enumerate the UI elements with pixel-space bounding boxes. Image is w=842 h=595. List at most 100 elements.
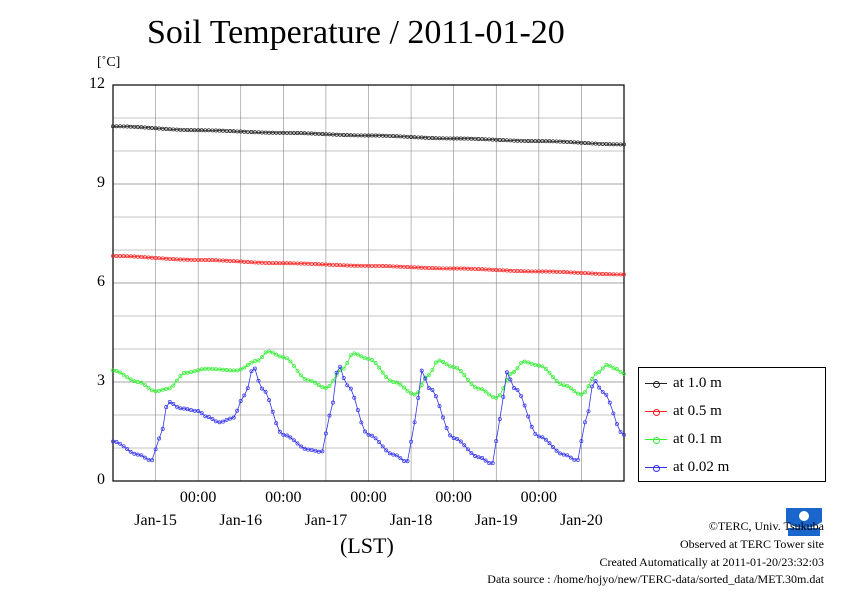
series-point-1 [448, 266, 453, 271]
series-point-0 [295, 131, 300, 135]
series-point-2 [444, 362, 449, 367]
series-point-3 [462, 443, 467, 448]
series-point-1 [412, 265, 417, 270]
series-point-2 [256, 358, 261, 363]
series-point-1 [433, 266, 438, 271]
series-point-2 [483, 389, 488, 394]
series-point-2 [437, 358, 442, 363]
series-point-2 [526, 360, 531, 365]
series-point-3 [164, 405, 169, 410]
series-point-2 [213, 367, 218, 372]
series-point-0 [171, 127, 176, 132]
series-point-2 [260, 355, 264, 360]
series-point-2 [583, 390, 587, 395]
y-tick-label: 9 [97, 174, 105, 191]
series-point-3 [249, 369, 254, 374]
series-point-3 [423, 376, 428, 381]
series-point-2 [313, 380, 318, 385]
series-point-2 [515, 366, 520, 371]
series-point-2 [416, 390, 421, 395]
series-point-2 [497, 393, 502, 398]
series-point-2 [242, 365, 247, 370]
terc-logo-icon [783, 504, 825, 538]
series-point-1 [135, 254, 140, 259]
series-point-2 [597, 370, 602, 374]
series-point-3 [217, 420, 222, 425]
series-point-0 [433, 136, 438, 141]
series-point-3 [405, 459, 410, 464]
series-point-2 [252, 359, 257, 363]
series-point-0 [586, 141, 591, 146]
series-point-2 [323, 385, 328, 390]
series-point-1 [551, 269, 555, 274]
series-point-2 [409, 391, 414, 396]
series-point-2 [235, 368, 240, 373]
series-point-3 [547, 441, 552, 446]
series-point-2 [366, 356, 371, 361]
series-point-2 [458, 369, 463, 373]
series-point-2 [487, 392, 492, 397]
series-point-2 [384, 375, 389, 380]
series-point-0 [260, 130, 264, 135]
series-point-3 [182, 406, 186, 411]
series-point-3 [448, 433, 453, 438]
series-point-3 [394, 453, 399, 458]
series-point-0 [252, 130, 257, 135]
series-point-0 [288, 130, 293, 135]
series-point-2 [462, 373, 467, 378]
series-point-2 [469, 382, 474, 386]
series-point-3 [224, 417, 229, 422]
series-point-3 [377, 440, 382, 445]
series-point-3 [348, 386, 353, 391]
series-point-2 [476, 386, 481, 391]
series-point-1 [398, 264, 403, 269]
series-point-2 [174, 378, 179, 383]
series-point-2 [561, 383, 566, 388]
series-point-2 [196, 368, 201, 373]
series-point-0 [391, 134, 396, 139]
series-point-3 [519, 393, 524, 398]
series-point-0 [565, 139, 570, 144]
series-point-3 [618, 429, 623, 434]
series-point-0 [206, 128, 211, 133]
series-point-1 [522, 269, 527, 274]
series-line-1 [112, 255, 624, 275]
series-point-1 [543, 269, 548, 274]
series-point-2 [448, 364, 453, 369]
series-point-1 [238, 259, 243, 264]
series-point-3 [135, 452, 140, 457]
source-text: Data source : /home/hojyo/new/TERC-data/… [487, 572, 824, 586]
series-point-3 [345, 383, 350, 388]
series-point-0 [377, 133, 382, 138]
x-time-tick-label: 00:00 [435, 489, 472, 506]
series-point-0 [359, 133, 364, 138]
series-point-1 [600, 272, 605, 276]
series-point-2 [288, 359, 293, 364]
series-point-3 [132, 451, 137, 456]
series-point-2 [558, 382, 563, 386]
legend-item-01m: at 0.1 m [645, 429, 722, 449]
legend-item-1m: at 1.0 m [645, 373, 722, 393]
series-point-3 [586, 409, 591, 414]
series-point-3 [334, 370, 339, 375]
legend-marker-01m [645, 436, 667, 444]
x-date-tick-label: Jan-19 [474, 512, 518, 529]
series-point-2 [508, 371, 513, 376]
series-point-2 [355, 352, 360, 357]
series-point-0 [199, 128, 204, 133]
series-point-3 [444, 426, 449, 430]
series-point-3 [579, 439, 584, 444]
series-point-1 [121, 254, 126, 259]
series-point-3 [277, 429, 282, 434]
series-point-3 [157, 436, 162, 441]
series-point-3 [593, 379, 598, 384]
series-point-1 [572, 270, 577, 275]
series-point-0 [515, 138, 520, 143]
series-point-2 [274, 352, 279, 357]
series-point-0 [522, 138, 527, 143]
series-point-2 [426, 373, 431, 378]
series-point-3 [281, 432, 286, 437]
series-point-0 [572, 140, 577, 145]
x-date-tick-label: Jan-20 [560, 512, 603, 529]
series-point-1 [157, 256, 162, 261]
